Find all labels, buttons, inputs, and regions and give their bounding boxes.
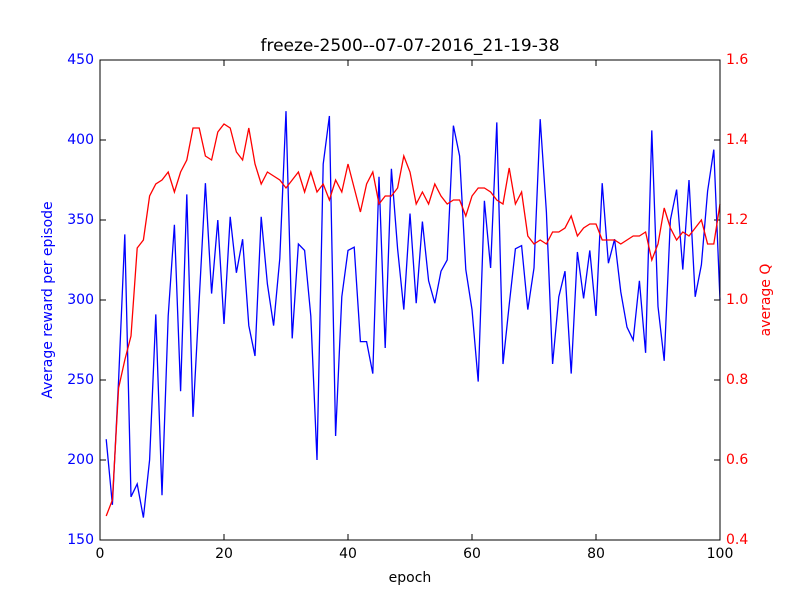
- x-tick-label: 20: [215, 546, 233, 562]
- y-tick-label: 200: [67, 452, 94, 468]
- data-line: [105, 111, 721, 518]
- y-axis-label: Average reward per episode: [40, 201, 56, 398]
- x-tick-label: 60: [463, 546, 481, 562]
- y2-tick-label: 1.0: [726, 292, 748, 308]
- x-tick-label: 40: [339, 546, 357, 562]
- x-tick-label: 100: [707, 546, 734, 562]
- x-axis-label: epoch: [389, 570, 432, 586]
- y-tick-label: 400: [67, 132, 94, 148]
- y-tick-label: 300: [67, 292, 94, 308]
- y2-axis-label: average Q: [758, 264, 774, 337]
- y-tick-label: 250: [67, 372, 94, 388]
- y-tick-label: 450: [67, 52, 94, 68]
- chart-title: freeze-2500--07-07-2016_21-19-38: [260, 36, 559, 56]
- y2-tick-label: 1.6: [726, 52, 748, 68]
- y-tick-label: 150: [67, 532, 94, 548]
- data-line: [105, 123, 721, 517]
- y-tick-label: 350: [67, 212, 94, 228]
- y2-tick-label: 1.2: [726, 212, 748, 228]
- y2-tick-label: 0.8: [726, 372, 748, 388]
- y2-tick-label: 0.4: [726, 532, 748, 548]
- y2-tick-label: 0.6: [726, 452, 748, 468]
- x-tick-label: 0: [96, 546, 105, 562]
- x-tick-label: 80: [587, 546, 605, 562]
- y2-tick-label: 1.4: [726, 132, 748, 148]
- plot-frame: [99, 59, 721, 541]
